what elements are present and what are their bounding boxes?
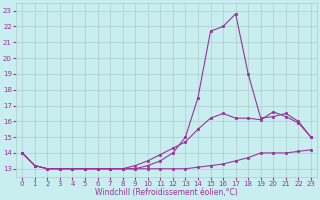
- X-axis label: Windchill (Refroidissement éolien,°C): Windchill (Refroidissement éolien,°C): [95, 188, 238, 197]
